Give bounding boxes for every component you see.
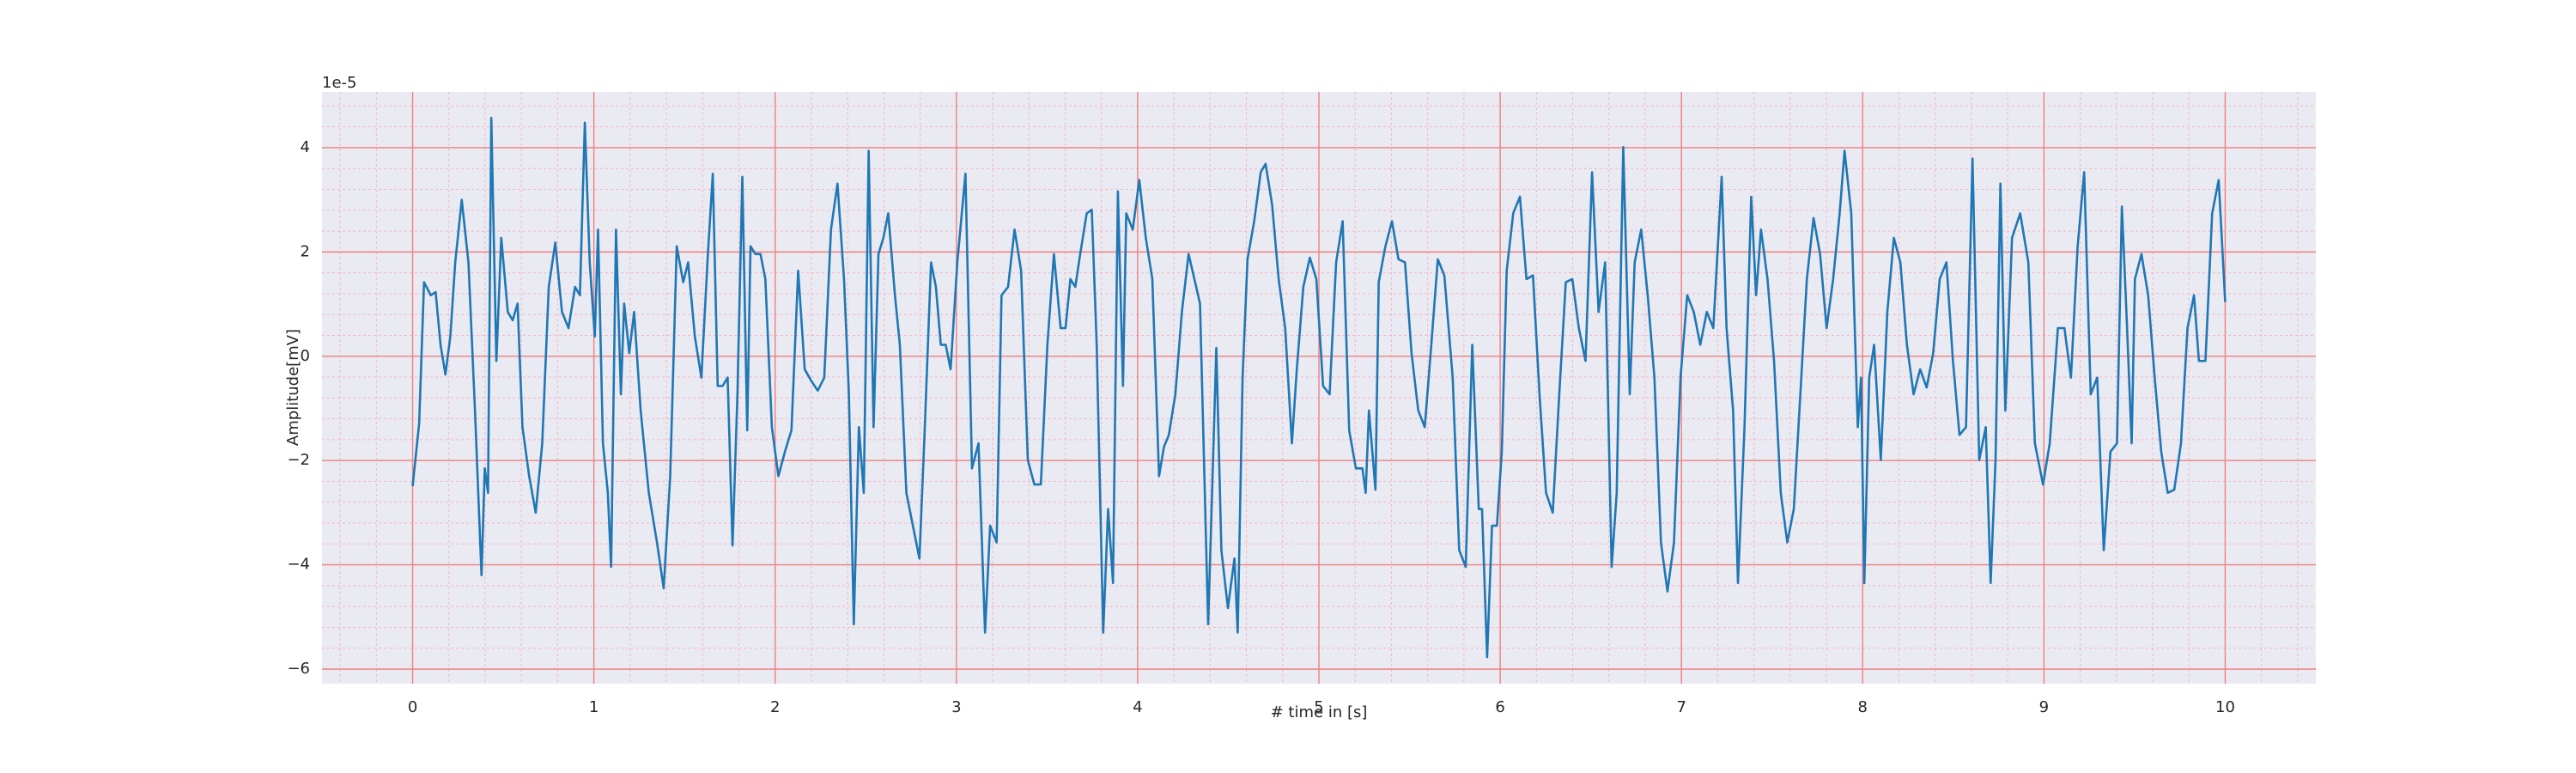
y-tick-label: −4: [287, 556, 310, 574]
signal-line: [411, 117, 2227, 659]
x-tick-label: 0: [408, 698, 417, 716]
y-tick-label: −2: [287, 451, 310, 469]
y-tick-label: 4: [301, 138, 310, 156]
x-tick-label: 10: [2215, 698, 2235, 716]
x-tick-label: 8: [1858, 698, 1868, 716]
x-tick-label: 7: [1676, 698, 1686, 716]
x-tick-label: 4: [1133, 698, 1142, 716]
x-tick-label: 3: [951, 698, 961, 716]
y-tick-label: 0: [301, 347, 310, 365]
offset-label: 1e-5: [322, 74, 356, 92]
x-tick-label: 6: [1495, 698, 1504, 716]
x-tick-label: 9: [2039, 698, 2049, 716]
x-tick-label: 2: [770, 698, 780, 716]
major-grid: [322, 92, 2316, 684]
y-tick-label: 2: [301, 242, 310, 260]
y-tick-label: −6: [287, 660, 310, 678]
x-tick-label: 5: [1314, 698, 1323, 716]
x-axis-label: # time in [s]: [1271, 703, 1368, 721]
y-axis-label: Amplitude[mV]: [284, 329, 302, 446]
x-tick-label: 1: [589, 698, 598, 716]
